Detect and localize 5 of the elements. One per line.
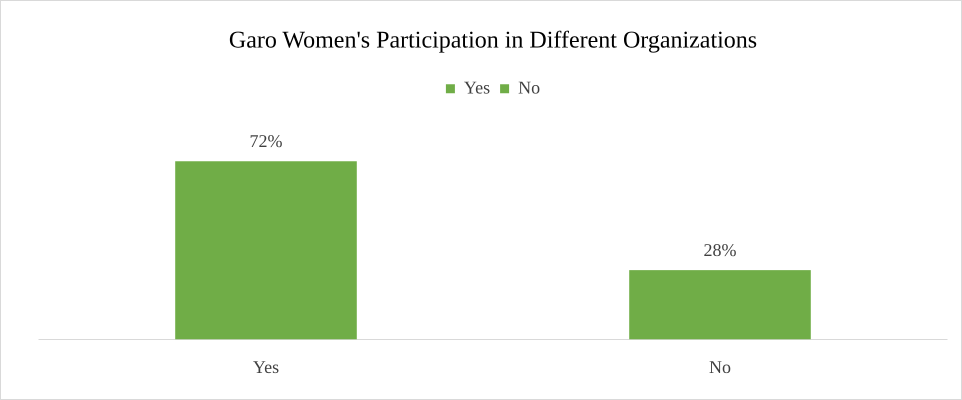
data-label: 72% (250, 130, 282, 151)
legend-label: Yes (464, 78, 490, 98)
chart-title: Garo Women's Participation in Different Organizations (228, 28, 758, 54)
legend-label: No (518, 78, 540, 98)
data-label: 28% (704, 240, 736, 260)
